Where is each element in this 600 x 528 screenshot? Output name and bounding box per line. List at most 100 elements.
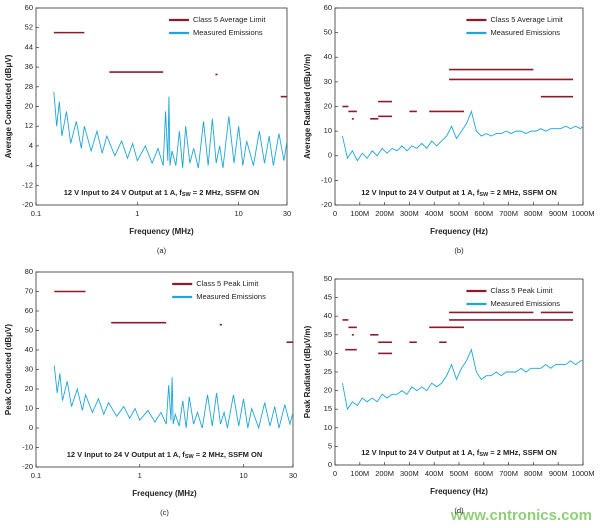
emission-line — [342, 109, 583, 162]
legend-label: Measured Emissions — [196, 292, 266, 301]
y-tick-label: 10 — [25, 403, 33, 412]
y-tick-label: 44 — [25, 42, 33, 51]
caption: (a) — [157, 246, 167, 255]
annotation-part: 12 V Input to 24 V Output at 1 A, f — [361, 188, 480, 197]
y-tick-label: 30 — [25, 364, 33, 373]
panel: 0 5 10 15 20 25 30 35 40 45 50 0 100M 200M 300M 400M 500… — [303, 274, 594, 515]
x-tick-label: 500M — [450, 469, 469, 478]
annotation-part: = 2 MHz, SSFM ON — [194, 450, 263, 459]
y-tick-label: 60 — [25, 3, 33, 12]
legend-label: Measured Emissions — [490, 28, 560, 37]
y-tick-label: -12 — [22, 180, 33, 189]
y-tick-label: 60 — [25, 306, 33, 315]
panel: -20 -12 -4 4 12 20 28 36 44 52 60 0.1 1 10 30 Frequency… — [4, 3, 291, 255]
annotation-part: = 2 MHz, SSFM ON — [488, 188, 557, 197]
y-tick-label: 40 — [25, 345, 33, 354]
legend-label: Class 5 Average Limit — [490, 15, 563, 24]
y-tick-label: 15 — [324, 404, 332, 413]
caption: (b) — [454, 246, 464, 255]
x-tick-label: 10 — [234, 209, 242, 218]
y-tick-label: 30 — [324, 348, 332, 357]
y-tick-label: 4 — [29, 141, 33, 150]
watermark: www.cntronics.com — [450, 507, 592, 524]
panel: -20 -10 0 10 20 30 40 50 60 0 100M 200M 300M 400M 500M… — [303, 3, 594, 255]
legend-label: Class 5 Peak Limit — [490, 286, 553, 295]
y-tick-label: 20 — [324, 386, 332, 395]
y-tick-label: 50 — [324, 274, 332, 283]
x-axis-title: Frequency (MHz) — [132, 489, 197, 498]
x-tick-label: 800M — [524, 469, 543, 478]
emission-line — [53, 91, 287, 169]
x-axis-title: Frequency (MHz) — [129, 227, 194, 236]
annotation-part: 12 V Input to 24 V Output at 1 A, f — [67, 450, 186, 459]
y-tick-label: 0 — [29, 423, 33, 432]
y-tick-label: -4 — [26, 161, 33, 170]
y-tick-label: 20 — [25, 384, 33, 393]
annotation: 12 V Input to 24 V Output at 1 A, fSW = … — [67, 450, 263, 460]
emission-line — [341, 348, 583, 411]
annotation-part: 12 V Input to 24 V Output at 1 A, f — [361, 448, 480, 457]
y-tick-label: 50 — [25, 325, 33, 334]
y-tick-label: 40 — [324, 311, 332, 320]
y-tick-label: 20 — [324, 101, 332, 110]
x-tick-label: 0.1 — [31, 471, 41, 480]
x-tick-label: 1 — [138, 471, 142, 480]
annotation-part: SW — [479, 192, 489, 198]
y-tick-label: 28 — [25, 82, 33, 91]
legend-label: Measured Emissions — [193, 28, 263, 37]
x-tick-label: 10 — [239, 471, 247, 480]
plot-frame — [334, 278, 584, 466]
y-tick-label: 0 — [328, 151, 332, 160]
x-tick-label: 800M — [524, 209, 543, 218]
x-tick-label: 400M — [425, 469, 444, 478]
x-tick-label: 500M — [450, 209, 469, 218]
emission-line — [53, 365, 293, 430]
plot-frame — [334, 7, 584, 206]
x-axis-title: Frequency (Hz) — [430, 487, 488, 496]
x-tick-label: 300M — [400, 469, 419, 478]
y-axis-title: Average Radiated (dBμV/m) — [303, 54, 312, 159]
x-tick-label: 0.1 — [31, 209, 41, 218]
y-tick-label: 36 — [25, 62, 33, 71]
x-tick-label: 400M — [425, 209, 444, 218]
annotation-part: = 2 MHz, SSFM ON — [191, 188, 260, 197]
x-tick-label: 300M — [400, 209, 419, 218]
x-tick-label: 1 — [135, 209, 139, 218]
y-tick-label: 20 — [25, 101, 33, 110]
annotation-part: SW — [185, 454, 195, 460]
y-tick-label: 25 — [324, 367, 332, 376]
y-tick-label: -20 — [321, 200, 332, 209]
x-tick-label: 700M — [499, 469, 518, 478]
y-tick-label: -20 — [22, 462, 33, 471]
x-tick-label: 200M — [375, 209, 394, 218]
y-axis-title: Peak Radiated (dBμV/m) — [303, 325, 312, 418]
plot-frame — [35, 7, 288, 206]
x-tick-label: 900M — [549, 469, 568, 478]
y-tick-label: 60 — [324, 3, 332, 12]
y-tick-label: 0 — [328, 460, 332, 469]
y-tick-label: 30 — [324, 77, 332, 86]
x-tick-label: 900M — [549, 209, 568, 218]
x-tick-label: 100M — [350, 209, 369, 218]
y-axis-title: Peak Conducted (dBμV) — [4, 324, 13, 415]
y-tick-label: 5 — [328, 441, 332, 450]
y-tick-label: -10 — [22, 442, 33, 451]
y-tick-label: 80 — [25, 267, 33, 276]
x-tick-label: 600M — [474, 209, 493, 218]
x-tick-label: 200M — [375, 469, 394, 478]
y-tick-label: 50 — [324, 28, 332, 37]
y-tick-label: 70 — [25, 286, 33, 295]
annotation: 12 V Input to 24 V Output at 1 A, fSW = … — [361, 188, 557, 198]
x-axis-title: Frequency (Hz) — [430, 227, 488, 236]
legend-label: Measured Emissions — [490, 299, 560, 308]
x-tick-label: 700M — [499, 209, 518, 218]
y-tick-label: 10 — [324, 126, 332, 135]
plot-area — [53, 31, 287, 169]
legend-label: Class 5 Peak Limit — [196, 279, 259, 288]
annotation: 12 V Input to 24 V Output at 1 A, fSW = … — [361, 448, 557, 458]
legend-label: Class 5 Average Limit — [193, 15, 266, 24]
x-tick-label: 1000M — [572, 209, 595, 218]
caption: (d) — [454, 506, 464, 515]
plot-frame — [35, 271, 294, 468]
